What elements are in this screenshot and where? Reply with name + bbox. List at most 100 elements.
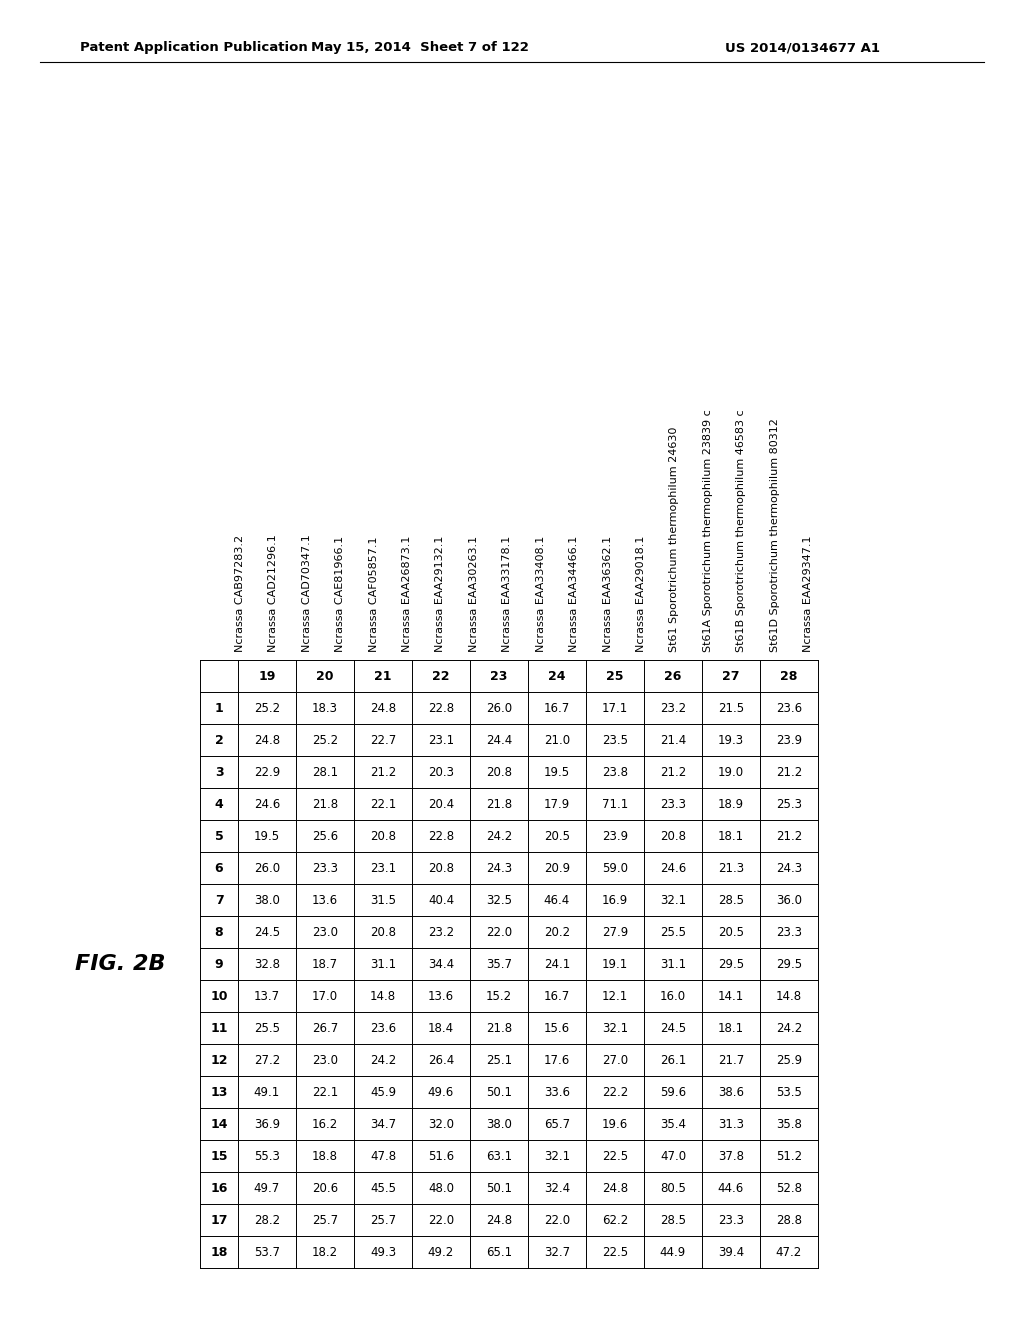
Text: 22.5: 22.5 bbox=[602, 1246, 628, 1258]
Text: 29.5: 29.5 bbox=[718, 957, 744, 970]
Text: 23: 23 bbox=[490, 669, 508, 682]
Text: 21.0: 21.0 bbox=[544, 734, 570, 747]
Text: 17.6: 17.6 bbox=[544, 1053, 570, 1067]
Text: 59.6: 59.6 bbox=[659, 1085, 686, 1098]
Text: 19.1: 19.1 bbox=[602, 957, 628, 970]
Text: May 15, 2014  Sheet 7 of 122: May 15, 2014 Sheet 7 of 122 bbox=[311, 41, 529, 54]
Text: 12.1: 12.1 bbox=[602, 990, 628, 1002]
Text: Ncrassa EAA33408.1: Ncrassa EAA33408.1 bbox=[536, 536, 546, 652]
Text: 28.1: 28.1 bbox=[312, 766, 338, 779]
Text: 25.2: 25.2 bbox=[254, 701, 280, 714]
Text: 31.1: 31.1 bbox=[370, 957, 396, 970]
Text: 13.6: 13.6 bbox=[428, 990, 454, 1002]
Text: 24.6: 24.6 bbox=[659, 862, 686, 874]
Text: 26.4: 26.4 bbox=[428, 1053, 454, 1067]
Text: 23.1: 23.1 bbox=[370, 862, 396, 874]
Text: 23.0: 23.0 bbox=[312, 925, 338, 939]
Text: 25.5: 25.5 bbox=[254, 1022, 280, 1035]
Text: 18.1: 18.1 bbox=[718, 1022, 744, 1035]
Text: 27.0: 27.0 bbox=[602, 1053, 628, 1067]
Text: 24.8: 24.8 bbox=[602, 1181, 628, 1195]
Text: 51.2: 51.2 bbox=[776, 1150, 802, 1163]
Text: 23.0: 23.0 bbox=[312, 1053, 338, 1067]
Text: 19.3: 19.3 bbox=[718, 734, 744, 747]
Text: 21.8: 21.8 bbox=[486, 797, 512, 810]
Text: 28.5: 28.5 bbox=[660, 1213, 686, 1226]
Text: 28.2: 28.2 bbox=[254, 1213, 280, 1226]
Text: 65.1: 65.1 bbox=[486, 1246, 512, 1258]
Text: 21.8: 21.8 bbox=[312, 797, 338, 810]
Text: 21.5: 21.5 bbox=[718, 701, 744, 714]
Text: 20.8: 20.8 bbox=[486, 766, 512, 779]
Text: 48.0: 48.0 bbox=[428, 1181, 454, 1195]
Text: 19.5: 19.5 bbox=[254, 829, 280, 842]
Text: 27.2: 27.2 bbox=[254, 1053, 281, 1067]
Text: 20.9: 20.9 bbox=[544, 862, 570, 874]
Text: 21.7: 21.7 bbox=[718, 1053, 744, 1067]
Text: 20.3: 20.3 bbox=[428, 766, 454, 779]
Text: 23.9: 23.9 bbox=[602, 829, 628, 842]
Text: 20.2: 20.2 bbox=[544, 925, 570, 939]
Text: 18.7: 18.7 bbox=[312, 957, 338, 970]
Text: 40.4: 40.4 bbox=[428, 894, 454, 907]
Text: Ncrassa CAB97283.2: Ncrassa CAB97283.2 bbox=[234, 535, 245, 652]
Text: 28.8: 28.8 bbox=[776, 1213, 802, 1226]
Text: 22.1: 22.1 bbox=[312, 1085, 338, 1098]
Text: 47.8: 47.8 bbox=[370, 1150, 396, 1163]
Text: 14.8: 14.8 bbox=[370, 990, 396, 1002]
Text: 18.1: 18.1 bbox=[718, 829, 744, 842]
Text: 32.5: 32.5 bbox=[486, 894, 512, 907]
Text: 15.6: 15.6 bbox=[544, 1022, 570, 1035]
Text: 22.8: 22.8 bbox=[428, 701, 454, 714]
Text: 2: 2 bbox=[215, 734, 223, 747]
Text: 20.8: 20.8 bbox=[370, 925, 396, 939]
Text: 38.0: 38.0 bbox=[486, 1118, 512, 1130]
Text: 32.1: 32.1 bbox=[544, 1150, 570, 1163]
Text: Ncrassa EAA29018.1: Ncrassa EAA29018.1 bbox=[636, 536, 646, 652]
Text: 25: 25 bbox=[606, 669, 624, 682]
Text: 21.2: 21.2 bbox=[659, 766, 686, 779]
Text: 34.7: 34.7 bbox=[370, 1118, 396, 1130]
Text: 13.7: 13.7 bbox=[254, 990, 280, 1002]
Text: 51.6: 51.6 bbox=[428, 1150, 454, 1163]
Text: 35.8: 35.8 bbox=[776, 1118, 802, 1130]
Text: 23.6: 23.6 bbox=[776, 701, 802, 714]
Text: 24.3: 24.3 bbox=[776, 862, 802, 874]
Text: 19.5: 19.5 bbox=[544, 766, 570, 779]
Text: 24: 24 bbox=[548, 669, 565, 682]
Text: 24.4: 24.4 bbox=[485, 734, 512, 747]
Text: 20.8: 20.8 bbox=[660, 829, 686, 842]
Text: Ncrassa EAA29132.1: Ncrassa EAA29132.1 bbox=[435, 536, 445, 652]
Text: 21.4: 21.4 bbox=[659, 734, 686, 747]
Text: 17.0: 17.0 bbox=[312, 990, 338, 1002]
Text: St61A Sporotrichum thermophilum 23839 c: St61A Sporotrichum thermophilum 23839 c bbox=[702, 409, 713, 652]
Text: 53.7: 53.7 bbox=[254, 1246, 280, 1258]
Text: 19.6: 19.6 bbox=[602, 1118, 628, 1130]
Text: 16: 16 bbox=[210, 1181, 227, 1195]
Text: Patent Application Publication: Patent Application Publication bbox=[80, 41, 308, 54]
Text: 52.8: 52.8 bbox=[776, 1181, 802, 1195]
Text: Ncrassa EAA33178.1: Ncrassa EAA33178.1 bbox=[503, 536, 512, 652]
Text: 44.9: 44.9 bbox=[659, 1246, 686, 1258]
Text: 16.7: 16.7 bbox=[544, 701, 570, 714]
Text: 34.4: 34.4 bbox=[428, 957, 454, 970]
Text: 49.3: 49.3 bbox=[370, 1246, 396, 1258]
Text: 26.1: 26.1 bbox=[659, 1053, 686, 1067]
Text: 1: 1 bbox=[215, 701, 223, 714]
Text: 25.1: 25.1 bbox=[486, 1053, 512, 1067]
Text: 35.7: 35.7 bbox=[486, 957, 512, 970]
Text: 24.1: 24.1 bbox=[544, 957, 570, 970]
Text: 14.1: 14.1 bbox=[718, 990, 744, 1002]
Text: 3: 3 bbox=[215, 766, 223, 779]
Text: 45.5: 45.5 bbox=[370, 1181, 396, 1195]
Text: 46.4: 46.4 bbox=[544, 894, 570, 907]
Text: Ncrassa EAA26873.1: Ncrassa EAA26873.1 bbox=[402, 536, 412, 652]
Text: 23.5: 23.5 bbox=[602, 734, 628, 747]
Text: 22: 22 bbox=[432, 669, 450, 682]
Text: 18.9: 18.9 bbox=[718, 797, 744, 810]
Text: Ncrassa EAA29347.1: Ncrassa EAA29347.1 bbox=[803, 536, 813, 652]
Text: 17.1: 17.1 bbox=[602, 701, 628, 714]
Text: 5: 5 bbox=[215, 829, 223, 842]
Text: 17.9: 17.9 bbox=[544, 797, 570, 810]
Text: 24.5: 24.5 bbox=[254, 925, 280, 939]
